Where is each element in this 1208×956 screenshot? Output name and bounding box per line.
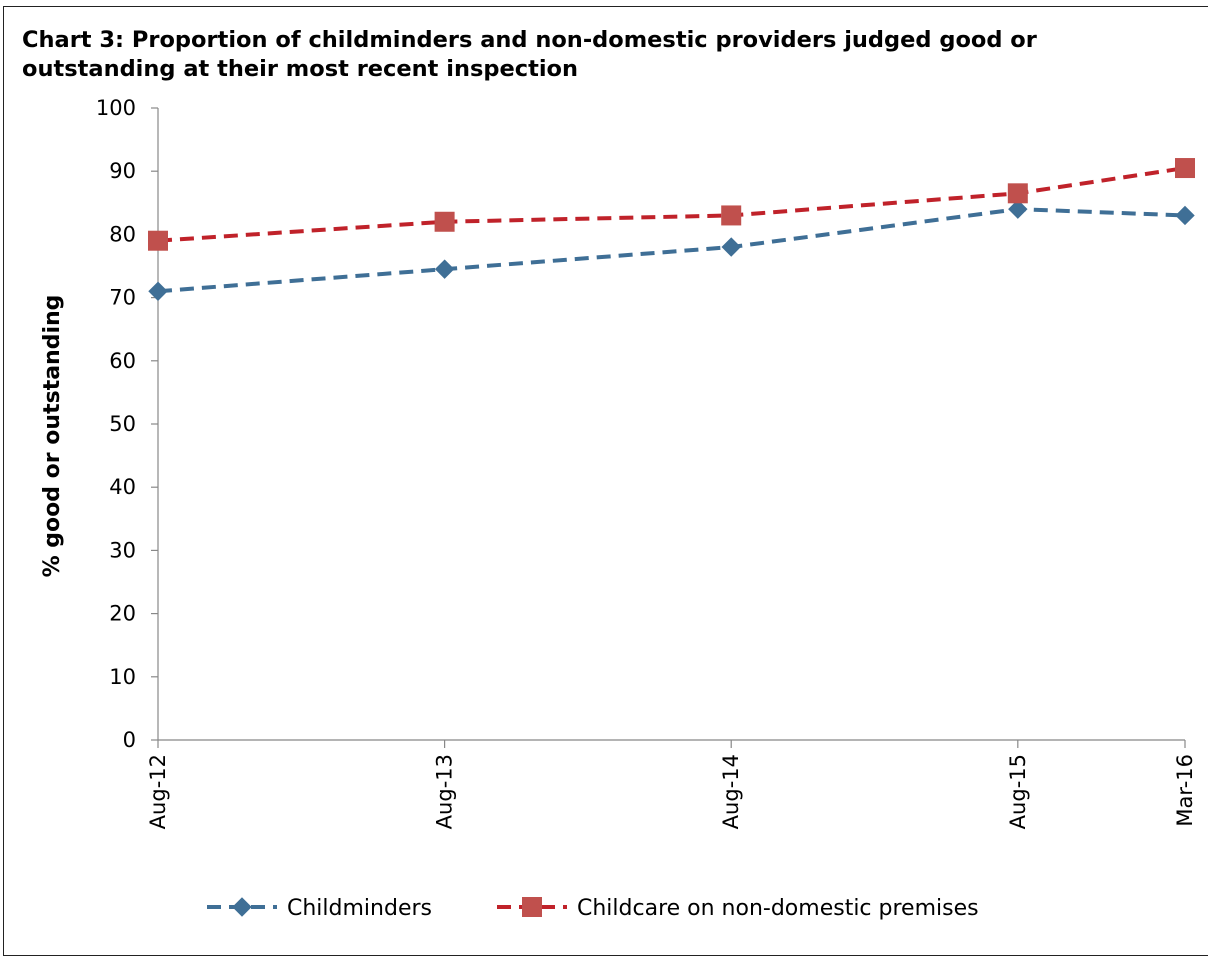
- legend: Childminders Childcare on non-domestic pr…: [207, 896, 979, 921]
- data-point: [434, 211, 455, 232]
- series-childminders: [148, 199, 1195, 301]
- series-line: [157, 166, 1186, 243]
- y-tick-label: 10: [109, 665, 136, 689]
- data-point: [721, 237, 741, 257]
- data-point: [1008, 199, 1028, 219]
- legend-marker: [232, 897, 252, 917]
- axes: 0 10 20 30 40 50 60 70 80 90 100 Aug-12 Aug-13 Aug-14…: [40, 96, 1197, 829]
- y-tick-label: 30: [109, 538, 136, 562]
- y-tick-label: 100: [96, 96, 136, 120]
- data-point: [1175, 158, 1195, 179]
- chart-title: Chart 3: Proportion of childminders and …: [22, 27, 1037, 82]
- data-point: [148, 230, 168, 251]
- y-axis-label: % good or outstanding: [40, 295, 65, 578]
- legend-marker: [522, 897, 542, 917]
- y-tick-label: 60: [109, 349, 136, 373]
- y-tick-label: 50: [109, 412, 136, 436]
- series-line: [157, 207, 1186, 294]
- legend-entry: Childminders: [207, 896, 432, 921]
- legend-label: Childminders: [287, 896, 432, 921]
- legend-entry: Childcare on non-domestic premises: [497, 896, 979, 921]
- y-tick-label: 20: [109, 602, 136, 626]
- data-point: [1007, 183, 1028, 204]
- x-tick-label: Mar-16: [1173, 754, 1197, 827]
- x-tick-label: Aug-14: [719, 754, 743, 829]
- y-tick-label: 80: [109, 222, 136, 246]
- series-group: [148, 158, 1195, 301]
- series-non-domestic: [148, 158, 1195, 251]
- data-point: [721, 205, 742, 226]
- data-point: [434, 259, 455, 279]
- y-tick-label: 40: [109, 475, 136, 499]
- x-tick-label: Aug-12: [146, 754, 170, 829]
- legend-label: Childcare on non-domestic premises: [577, 896, 979, 921]
- data-point: [1175, 205, 1195, 226]
- y-tick-label: 0: [123, 728, 136, 752]
- x-tick-label: Aug-15: [1006, 754, 1030, 829]
- y-tick-label: 70: [109, 286, 136, 310]
- data-point: [148, 281, 168, 301]
- x-tick-label: Aug-13: [433, 754, 457, 829]
- y-tick-label: 90: [109, 159, 136, 183]
